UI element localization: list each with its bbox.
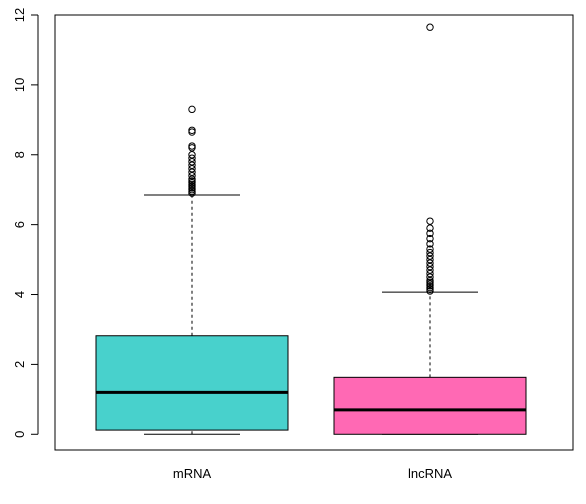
outlier-point [426, 269, 434, 278]
outlier-point [426, 23, 434, 31]
outlier-point [426, 273, 434, 281]
box-body [333, 376, 527, 435]
outlier-point [426, 248, 434, 257]
y-tick-label: 10 [12, 78, 27, 92]
outlier-point [426, 224, 434, 232]
outlier-point [426, 276, 434, 285]
boxes [95, 23, 527, 435]
box-body [95, 335, 289, 431]
outlier-point [426, 266, 434, 274]
y-tick-label: 6 [12, 221, 27, 228]
outlier-point [426, 262, 434, 271]
outlier-point [188, 161, 196, 169]
outlier-point [188, 175, 196, 183]
outlier-point [426, 229, 434, 238]
outlier-point [188, 126, 196, 135]
x-tick-label: lncRNA [408, 466, 452, 481]
outlier-point [188, 165, 196, 173]
y-axis: 0 2 4 6 8 10 12 [12, 8, 39, 438]
outlier-point [426, 255, 434, 264]
outlier-point [188, 158, 196, 166]
outlier-point [426, 259, 434, 267]
y-tick-label: 12 [12, 8, 27, 22]
outlier-point [188, 154, 196, 162]
x-tick-label: mRNA [173, 466, 212, 481]
y-tick-label: 4 [12, 291, 27, 298]
outlier-point [426, 217, 434, 225]
y-tick-label: 0 [12, 431, 27, 438]
outlier-point [426, 252, 434, 260]
y-tick-label: 2 [12, 361, 27, 368]
outlier-point [188, 105, 196, 114]
plot-frame [54, 14, 574, 451]
outlier-point [426, 234, 434, 243]
x-axis-labels: mRNA lncRNA [173, 466, 452, 481]
outlier-point [188, 172, 196, 180]
outlier-point [188, 168, 196, 176]
outlier-point [188, 142, 196, 150]
y-tick-label: 8 [12, 151, 27, 158]
box-lncRNA [333, 23, 527, 435]
outlier-point [426, 240, 434, 248]
outlier-point [188, 151, 196, 159]
outlier-point [426, 245, 434, 253]
box-mRNA [95, 105, 289, 435]
